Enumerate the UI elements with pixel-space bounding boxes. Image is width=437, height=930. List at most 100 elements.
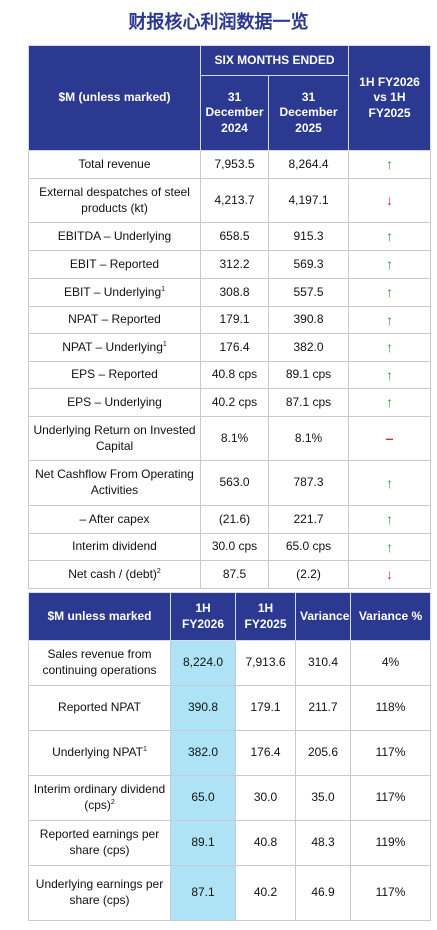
trend-arrow: ↑ — [348, 222, 432, 251]
label-text: NPAT – Underlying — [62, 339, 163, 354]
value-cell: 30.0 cps — [200, 533, 269, 561]
value-cell: 569.3 — [267, 250, 350, 279]
value-cell: 382.0 — [267, 333, 350, 362]
value-cell: 46.9 — [295, 865, 351, 921]
trend-arrow: ↑ — [348, 533, 432, 561]
footnote-mark: 1 — [162, 340, 167, 348]
trend-arrow: ↑ — [348, 361, 432, 389]
value-cell: 557.5 — [267, 278, 350, 307]
label-text: Total revenue — [78, 156, 151, 171]
row-label: NPAT – Reported — [28, 306, 201, 334]
value-cell: 563.0 — [200, 460, 269, 506]
label-text: Underlying Return on Invested Capital — [33, 422, 196, 453]
table-row: EPS – Reported 40.8 cps 89.1 cps ↑ — [28, 361, 432, 389]
value-cell: 221.7 — [267, 505, 350, 534]
value-cell: 4,197.1 — [267, 178, 350, 223]
value-cell: 117% — [350, 865, 431, 921]
value-cell: 176.4 — [235, 730, 296, 776]
value-cell: 8,224.0 — [170, 640, 236, 686]
row-label: Sales revenue from continuing operations — [28, 640, 171, 686]
header-cell: 31 December 2024 — [200, 75, 269, 151]
label-text: External despatches of steel products (k… — [39, 184, 190, 215]
value-cell: 179.1 — [235, 685, 296, 731]
row-label: Underlying Return on Invested Capital — [28, 416, 201, 461]
value-cell: 8.1% — [200, 416, 269, 461]
value-cell: 65.0 cps — [267, 533, 350, 561]
row-label: EBIT – Underlying1 — [28, 278, 201, 307]
row-label: Total revenue — [28, 150, 201, 179]
footnote-mark: 1 — [161, 285, 166, 293]
value-cell: 8.1% — [267, 416, 350, 461]
value-cell: 118% — [350, 685, 431, 731]
label-text: Net Cashflow From Operating Activities — [35, 467, 194, 497]
table-row: Reported NPAT 390.8 179.1 211.7 118% — [28, 685, 431, 731]
header-cell: 1H FY2026 — [170, 592, 236, 641]
table-row: EBIT – Reported 312.2 569.3 ↑ — [28, 250, 432, 279]
row-label: NPAT – Underlying1 — [28, 333, 201, 362]
value-cell: 87.1 cps — [267, 388, 350, 417]
value-cell: (2.2) — [267, 560, 350, 589]
value-cell: 176.4 — [200, 333, 269, 362]
table-row: Underlying Return on Invested Capital 8.1… — [28, 416, 432, 461]
row-label: Interim dividend — [28, 533, 201, 561]
value-cell: (21.6) — [200, 505, 269, 534]
trend-arrow: ↑ — [348, 505, 432, 534]
value-cell: 40.8 cps — [200, 361, 269, 389]
value-cell: 915.3 — [267, 222, 350, 251]
row-label: External despatches of steel products (k… — [28, 178, 201, 223]
table-row: Sales revenue from continuing operations… — [28, 640, 431, 686]
table-row: Underlying NPAT1 382.0 176.4 205.6 117% — [28, 730, 431, 776]
trend-arrow: – — [348, 416, 432, 461]
table-row: Net cash / (debt)2 87.5 (2.2) ↓ — [28, 560, 432, 589]
profit-table: $M (unless marked) SIX MONTHS ENDED 1H FY2… — [28, 45, 432, 589]
header-cell: 1H FY2025 — [235, 592, 296, 641]
table-row: – After capex (21.6) 221.7 ↑ — [28, 505, 432, 534]
trend-arrow: ↑ — [348, 460, 432, 506]
value-cell: 40.2 — [235, 865, 296, 921]
row-label: EPS – Underlying — [28, 388, 201, 417]
label-text: Sales revenue from continuing operations — [42, 647, 157, 677]
table-row: Total revenue 7,953.5 8,264.4 ↑ — [28, 150, 432, 179]
value-cell: 179.1 — [200, 306, 269, 334]
title: 财报核心利润数据一览 — [128, 12, 309, 32]
table-row: NPAT – Reported 179.1 390.8 ↑ — [28, 306, 432, 334]
table-row: Net Cashflow From Operating Activities 56… — [28, 460, 432, 506]
label-text: NPAT – Reported — [68, 312, 161, 327]
trend-arrow: ↑ — [348, 333, 432, 362]
header-cell: SIX MONTHS ENDED — [199, 45, 350, 76]
value-cell: 390.8 — [170, 685, 236, 731]
table-row: External despatches of steel products (k… — [28, 178, 432, 223]
row-label: Net cash / (debt)2 — [28, 560, 201, 589]
label-text: Underlying earnings per share (cps) — [35, 877, 164, 907]
label-text: Underlying NPAT — [52, 745, 143, 760]
label-text: Reported NPAT — [58, 700, 141, 715]
value-cell: 119% — [350, 820, 431, 866]
row-label: EPS – Reported — [28, 361, 201, 389]
label-text: Reported earnings per share (cps) — [39, 827, 160, 857]
label-text: Interim dividend — [72, 539, 157, 554]
table-row: EBIT – Underlying1 308.8 557.5 ↑ — [28, 278, 432, 307]
table-row: NPAT – Underlying1 176.4 382.0 ↑ — [28, 333, 432, 362]
value-cell: 310.4 — [295, 640, 351, 686]
trend-arrow: ↑ — [348, 250, 432, 279]
value-cell: 787.3 — [267, 460, 350, 506]
trend-arrow: ↑ — [348, 388, 432, 417]
value-cell: 211.7 — [295, 685, 351, 731]
value-cell: 7,953.5 — [200, 150, 269, 179]
row-label: EBITDA – Underlying — [28, 222, 201, 251]
value-cell: 89.1 — [170, 820, 236, 866]
header-cell: 31 December 2025 — [267, 75, 350, 151]
value-cell: 390.8 — [267, 306, 350, 334]
table-row: Underlying earnings per share (cps) 87.1 4… — [28, 865, 431, 921]
value-cell: 117% — [350, 730, 431, 776]
value-cell: 308.8 — [200, 278, 269, 307]
value-cell: 658.5 — [200, 222, 269, 251]
value-cell: 4% — [350, 640, 431, 686]
value-cell: 382.0 — [170, 730, 236, 776]
row-label: Interim ordinary dividend (cps)2 — [28, 775, 171, 821]
row-label: Reported earnings per share (cps) — [28, 820, 171, 866]
value-cell: 40.8 — [235, 820, 296, 866]
trend-arrow: ↑ — [348, 306, 432, 334]
label-text: EBIT – Reported — [69, 256, 160, 271]
